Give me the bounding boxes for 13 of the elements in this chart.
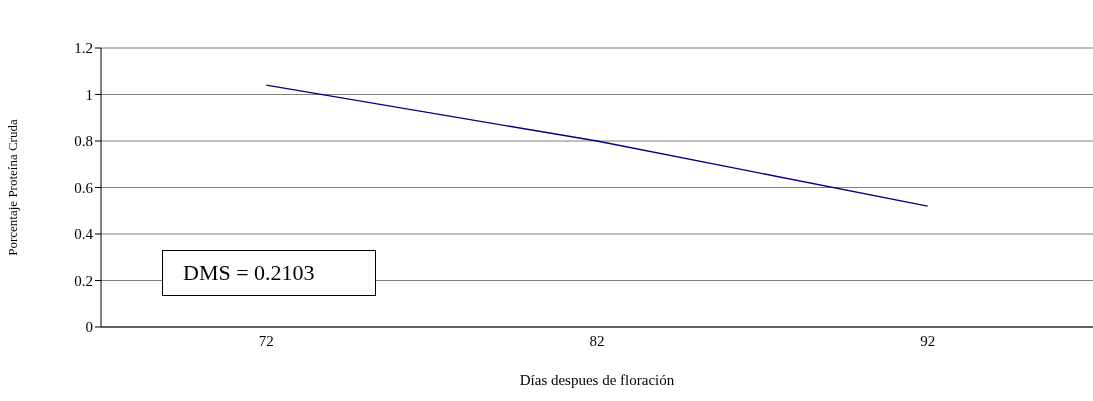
y-tick-label: 0 [85,319,93,336]
y-axis-title: Porcentaje Proteína Cruda [4,119,20,256]
x-tick-label: 92 [920,332,936,349]
y-tick-label: 0.8 [74,133,93,150]
y-tick-label: 0.4 [74,226,94,243]
y-tick-label: 1 [85,86,93,103]
x-axis-title: Días despues de floración [519,372,675,388]
y-tick-label: 1.2 [74,40,93,57]
text-box: DMS = 0.2103 [162,250,376,296]
x-tick-label: 72 [258,332,274,349]
x-tick-label: 82 [589,332,605,349]
y-tick-label: 0.2 [74,272,93,289]
y-tick-label: 0.6 [74,179,94,196]
